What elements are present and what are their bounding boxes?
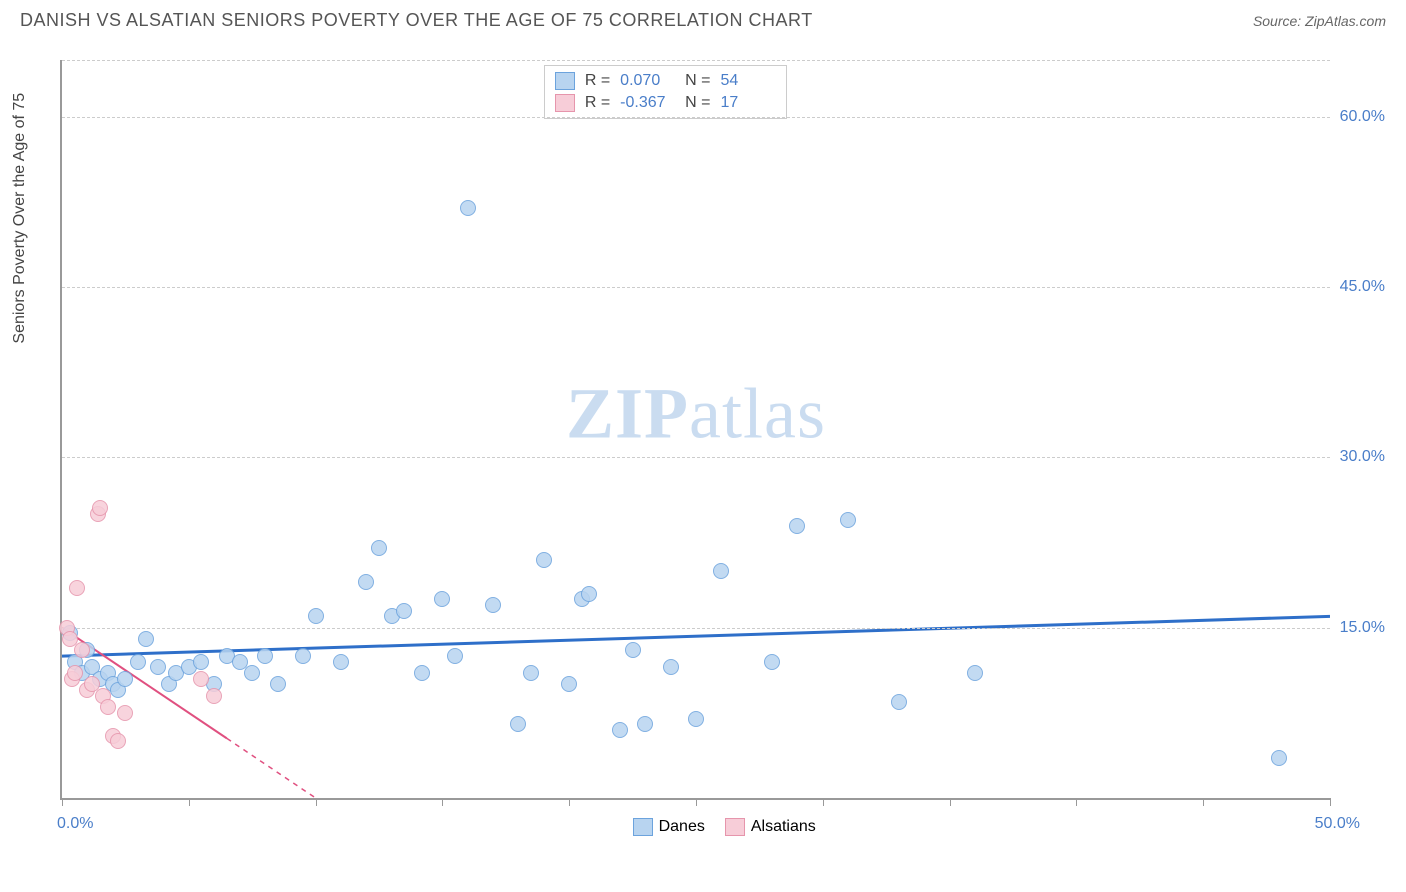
- data-point: [117, 705, 133, 721]
- data-point: [333, 654, 349, 670]
- data-point: [447, 648, 463, 664]
- legend: Danes Alsatians: [633, 818, 816, 836]
- data-point: [150, 659, 166, 675]
- data-point: [663, 659, 679, 675]
- data-point: [581, 586, 597, 602]
- data-point: [561, 676, 577, 692]
- data-point: [138, 631, 154, 647]
- data-point: [485, 597, 501, 613]
- data-point: [713, 563, 729, 579]
- data-point: [612, 722, 628, 738]
- data-point: [523, 665, 539, 681]
- legend-label: Alsatians: [751, 818, 816, 836]
- trend-lines: [62, 60, 1330, 798]
- data-point: [193, 654, 209, 670]
- legend-label: Danes: [659, 818, 705, 836]
- stats-r-value: 0.070: [620, 72, 675, 90]
- gridline: [62, 457, 1330, 458]
- stats-swatch: [555, 72, 575, 90]
- x-tick: [1203, 798, 1204, 806]
- data-point: [764, 654, 780, 670]
- x-tick: [62, 798, 63, 806]
- data-point: [840, 512, 856, 528]
- gridline: [62, 117, 1330, 118]
- data-point: [637, 716, 653, 732]
- stats-swatch: [555, 94, 575, 112]
- gridline: [62, 60, 1330, 61]
- stats-n-value: 17: [721, 94, 776, 112]
- data-point: [69, 580, 85, 596]
- data-point: [206, 688, 222, 704]
- data-point: [510, 716, 526, 732]
- x-axis-min-label: 0.0%: [57, 815, 93, 833]
- x-tick: [189, 798, 190, 806]
- data-point: [688, 711, 704, 727]
- chart-title: DANISH VS ALSATIAN SENIORS POVERTY OVER …: [20, 10, 813, 31]
- stats-n-label: N =: [685, 94, 710, 112]
- data-point: [789, 518, 805, 534]
- data-point: [358, 574, 374, 590]
- data-point: [117, 671, 133, 687]
- stats-n-label: N =: [685, 72, 710, 90]
- stats-n-value: 54: [721, 72, 776, 90]
- data-point: [67, 665, 83, 681]
- stats-box: R = 0.070 N = 54 R = -0.367 N = 17: [544, 65, 787, 119]
- data-point: [92, 500, 108, 516]
- y-tick-label: 45.0%: [1340, 278, 1385, 296]
- data-point: [414, 665, 430, 681]
- y-tick-label: 30.0%: [1340, 448, 1385, 466]
- chart-container: Seniors Poverty Over the Age of 75 ZIPat…: [50, 60, 1390, 860]
- stats-row: R = 0.070 N = 54: [555, 70, 776, 92]
- stats-r-value: -0.367: [620, 94, 675, 112]
- gridline: [62, 628, 1330, 629]
- data-point: [625, 642, 641, 658]
- data-point: [130, 654, 146, 670]
- legend-swatch: [633, 818, 653, 836]
- stats-r-label: R =: [585, 94, 610, 112]
- data-point: [396, 603, 412, 619]
- legend-item: Alsatians: [725, 818, 816, 836]
- data-point: [460, 200, 476, 216]
- x-tick: [823, 798, 824, 806]
- x-tick: [316, 798, 317, 806]
- watermark: ZIPatlas: [566, 373, 826, 456]
- data-point: [295, 648, 311, 664]
- data-point: [308, 608, 324, 624]
- data-point: [270, 676, 286, 692]
- data-point: [110, 733, 126, 749]
- x-tick: [442, 798, 443, 806]
- stats-r-label: R =: [585, 72, 610, 90]
- stats-row: R = -0.367 N = 17: [555, 92, 776, 114]
- x-tick: [696, 798, 697, 806]
- y-axis-label: Seniors Poverty Over the Age of 75: [11, 93, 29, 344]
- data-point: [193, 671, 209, 687]
- data-point: [1271, 750, 1287, 766]
- x-axis-max-label: 50.0%: [1315, 815, 1360, 833]
- gridline: [62, 287, 1330, 288]
- data-point: [371, 540, 387, 556]
- data-point: [257, 648, 273, 664]
- data-point: [891, 694, 907, 710]
- x-tick: [950, 798, 951, 806]
- legend-swatch: [725, 818, 745, 836]
- y-tick-label: 15.0%: [1340, 619, 1385, 637]
- data-point: [967, 665, 983, 681]
- data-point: [244, 665, 260, 681]
- chart-header: DANISH VS ALSATIAN SENIORS POVERTY OVER …: [0, 0, 1406, 31]
- data-point: [74, 642, 90, 658]
- x-tick: [1076, 798, 1077, 806]
- plot-area: ZIPatlas R = 0.070 N = 54 R = -0.367 N =…: [60, 60, 1330, 800]
- data-point: [536, 552, 552, 568]
- chart-source: Source: ZipAtlas.com: [1253, 13, 1386, 29]
- y-tick-label: 60.0%: [1340, 108, 1385, 126]
- data-point: [100, 699, 116, 715]
- data-point: [434, 591, 450, 607]
- legend-item: Danes: [633, 818, 705, 836]
- x-tick: [1330, 798, 1331, 806]
- x-tick: [569, 798, 570, 806]
